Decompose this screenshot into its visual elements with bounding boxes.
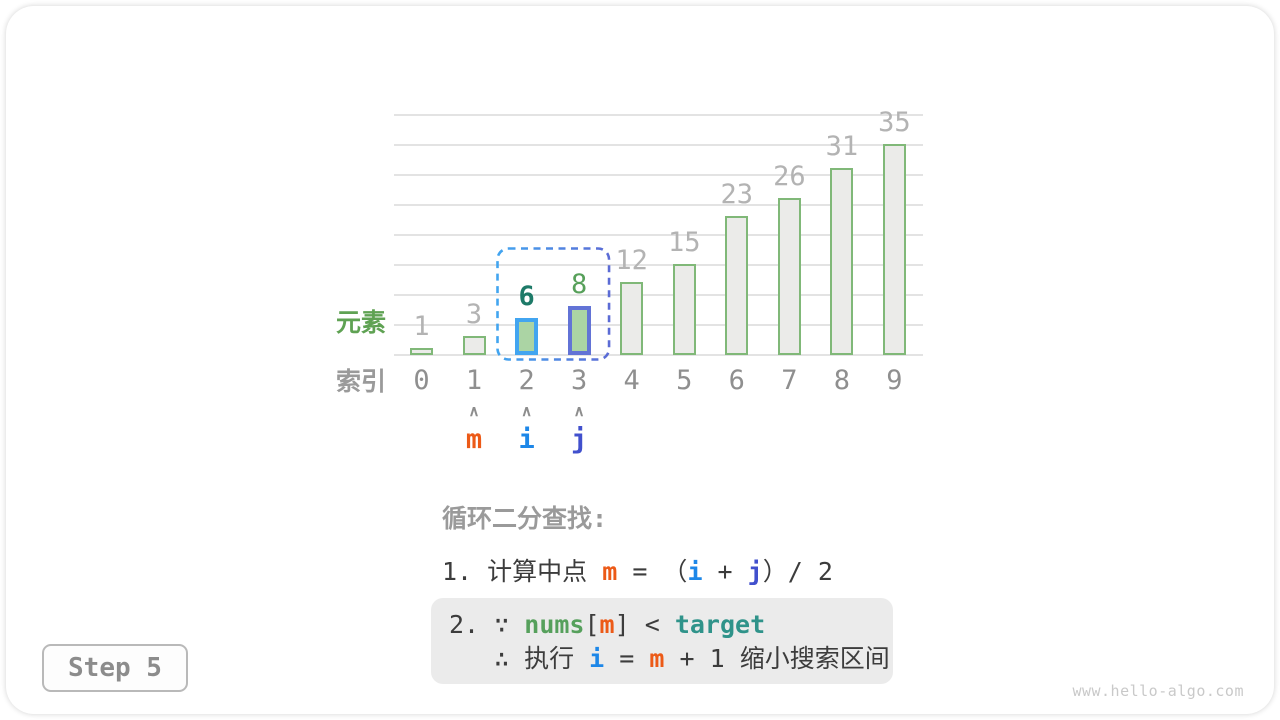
bar-value-label: 35: [878, 107, 911, 138]
pointer-caret: ∧: [573, 403, 585, 420]
step-badge: Step 5: [42, 644, 188, 692]
text-segment: ∴ 执行: [494, 644, 590, 673]
bar-value-label: 23: [720, 179, 754, 210]
text-segment: j: [747, 557, 763, 586]
bar-6: [725, 216, 749, 355]
text-segment: +: [702, 557, 748, 586]
gridline: [394, 294, 923, 296]
step2-note-box: 2. ∵ nums[m] < target ∴ 执行 i = m + 1 缩小搜索…: [431, 598, 893, 684]
pointer-m: m: [465, 424, 483, 455]
element-row-label: 元素: [335, 309, 386, 337]
site-url: www.hello-algo.com: [1072, 682, 1244, 700]
gridline: [394, 264, 923, 266]
bar-7: [777, 198, 801, 355]
text-segment: m: [602, 557, 618, 586]
bar-value-label: 6: [518, 281, 535, 312]
index-label: 4: [623, 365, 640, 396]
gridline: [394, 174, 923, 176]
gridline: [394, 114, 923, 116]
bar-value-label: 15: [667, 227, 701, 258]
note-line: ∴ 执行 i = m + 1 缩小搜索区间: [494, 642, 893, 676]
text-segment: i: [687, 557, 703, 586]
figure-card: 元素 索引 1 0 3 1 6 2 8 3 12 4 15 5 23 6 26 7 31 8 35 9 ∧ m ∧ i ∧ j 循…: [6, 6, 1274, 714]
index-label: 2: [518, 365, 535, 396]
text-segment: m: [599, 610, 615, 639]
text-segment: 1. 计算中点: [442, 557, 603, 586]
loop-search-title: 循环二分查找:: [442, 504, 608, 533]
step-badge-label: Step 5: [68, 653, 162, 683]
pointer-i: i: [518, 424, 535, 455]
index-label: 9: [886, 365, 903, 396]
bar-value-label: 1: [413, 311, 430, 342]
bar-5: [672, 264, 696, 355]
bar-value-label: 31: [825, 131, 859, 162]
text-segment: ）/ 2: [762, 557, 833, 586]
x-axis-line: [394, 354, 923, 356]
gridline: [394, 324, 923, 326]
bar-0: [410, 348, 433, 355]
bar-9: [882, 144, 906, 355]
step1-formula-line: 1. 计算中点 m = （i + j）/ 2: [442, 552, 833, 588]
bar-value-label: 3: [465, 299, 483, 330]
gridline: [394, 204, 923, 206]
text-segment: + 1 缩小搜索区间: [664, 644, 890, 673]
index-label: 0: [413, 365, 430, 396]
index-label: 6: [728, 365, 745, 396]
note-line: 2. ∵ nums[m] < target: [449, 608, 893, 642]
bar-4: [620, 282, 644, 355]
index-label: 3: [571, 365, 588, 396]
bar-value-label: 8: [571, 269, 588, 300]
index-row-label: 索引: [335, 368, 386, 396]
index-label: 1: [465, 365, 483, 396]
gridline: [394, 144, 923, 146]
text-segment: ] <: [614, 610, 675, 639]
pointer-j: j: [571, 424, 588, 455]
bar-1: [462, 336, 486, 355]
text-segment: 2. ∵: [449, 610, 525, 639]
text-segment: m: [649, 644, 665, 673]
bar-3: [567, 306, 591, 355]
text-segment: i: [589, 644, 605, 673]
text-segment: = （: [617, 557, 688, 586]
gridline: [394, 234, 923, 236]
index-label: 7: [781, 365, 798, 396]
search-window-outline: [495, 247, 610, 361]
pointer-caret: ∧: [468, 403, 480, 420]
text-segment: target: [674, 610, 766, 639]
text-segment: nums: [524, 610, 585, 639]
pointer-caret: ∧: [521, 403, 533, 420]
bar-8: [830, 168, 854, 355]
bar-value-label: 12: [615, 245, 648, 276]
index-label: 8: [833, 365, 851, 396]
text-segment: =: [604, 644, 650, 673]
bar-value-label: 26: [773, 161, 806, 192]
text-segment: [: [584, 610, 600, 639]
bar-2: [515, 318, 539, 355]
index-label: 5: [676, 365, 693, 396]
